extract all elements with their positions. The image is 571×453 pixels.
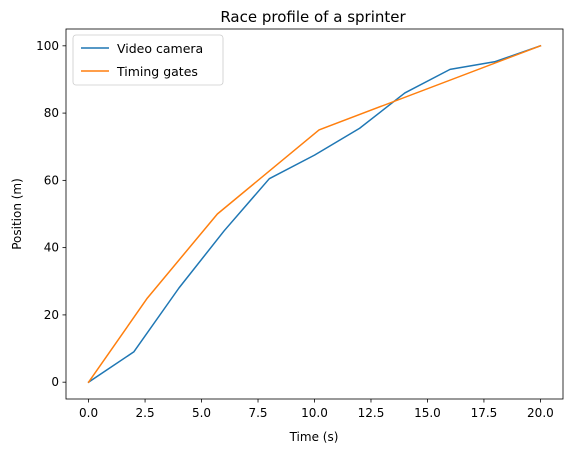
series-line-timing-gates <box>87 44 542 384</box>
x-axis-ticks: 0.0 2.5 5.0 7.5 10.0 12.5 15.0 17.5 20.0 <box>79 399 554 420</box>
y-axis-ticks: 0 20 40 60 80 100 <box>36 39 66 389</box>
y-tick-label: 0 <box>51 375 59 389</box>
x-tick-label: 5.0 <box>192 406 211 420</box>
y-tick-label: 100 <box>36 39 59 53</box>
x-tick-label: 10.0 <box>301 406 328 420</box>
y-tick-label: 80 <box>44 106 59 120</box>
y-tick-label: 40 <box>44 241 59 255</box>
legend-label-timing-gates: Timing gates <box>116 64 198 79</box>
series-line-video-camera <box>87 44 542 384</box>
x-tick-label: 2.5 <box>136 406 155 420</box>
x-axis-label: Time (s) <box>289 430 339 444</box>
chart-title: Race profile of a sprinter <box>220 8 406 26</box>
y-tick-label: 60 <box>44 173 59 187</box>
x-tick-label: 20.0 <box>527 406 554 420</box>
x-tick-label: 0.0 <box>79 406 98 420</box>
series-layer <box>87 44 542 384</box>
y-axis-label: Position (m) <box>10 178 24 250</box>
x-tick-label: 7.5 <box>248 406 267 420</box>
legend-label-video-camera: Video camera <box>117 41 203 56</box>
x-tick-label: 17.5 <box>471 406 498 420</box>
y-tick-label: 20 <box>44 308 59 322</box>
plot-area: 0.0 2.5 5.0 7.5 10.0 12.5 15.0 17.5 20.0 0 20 40 60… <box>36 28 564 420</box>
x-tick-label: 12.5 <box>358 406 385 420</box>
legend-frame <box>72 34 224 86</box>
legend: Video camera Timing gates <box>72 34 224 86</box>
x-tick-label: 15.0 <box>414 406 441 420</box>
axes-frame <box>65 28 564 400</box>
